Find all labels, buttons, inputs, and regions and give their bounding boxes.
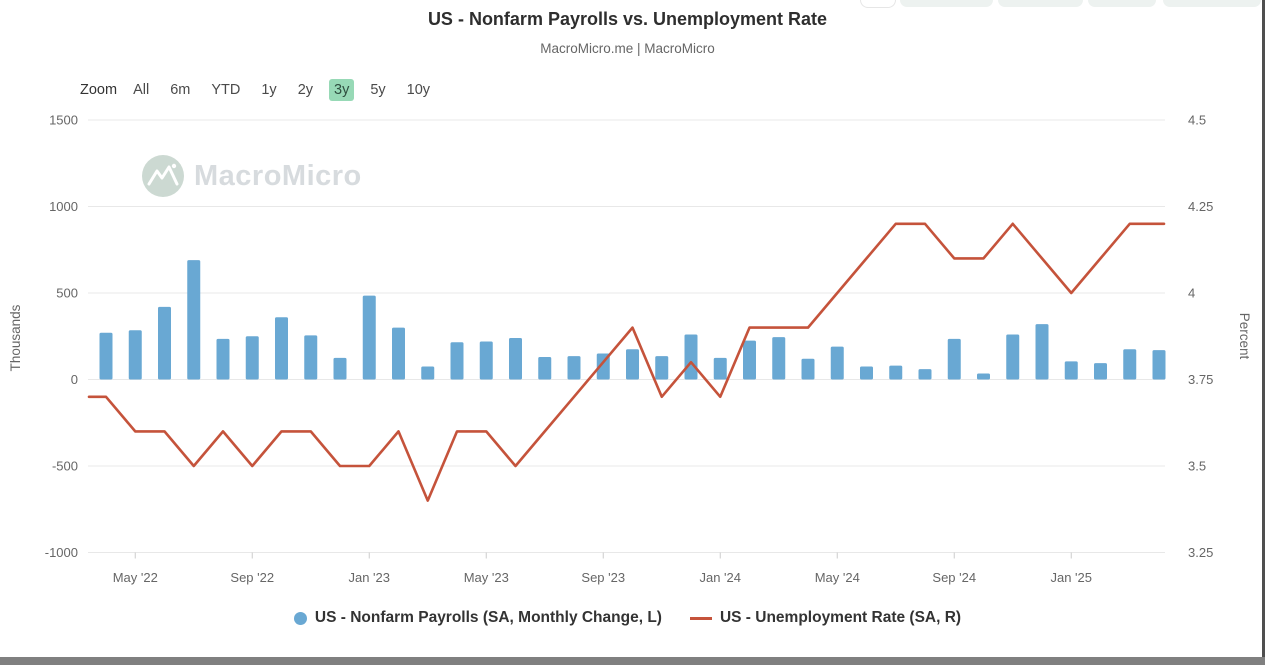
- left-axis-tick-label: 0: [71, 372, 78, 387]
- payrolls-bar[interactable]: [1152, 350, 1166, 380]
- x-axis-label: May '24: [815, 570, 860, 585]
- macromicro-logo-icon: [142, 155, 184, 197]
- payrolls-bar[interactable]: [99, 332, 113, 380]
- payrolls-bar[interactable]: [918, 369, 932, 380]
- right-axis-tick-label: 3.5: [1188, 459, 1206, 474]
- x-axis-label: Sep '23: [581, 570, 625, 585]
- payrolls-bar[interactable]: [626, 349, 639, 380]
- payrolls-bar[interactable]: [275, 317, 288, 380]
- left-axis-title: Thousands: [8, 304, 23, 371]
- payrolls-bar[interactable]: [421, 366, 435, 380]
- left-axis-tick-label: -500: [52, 459, 78, 474]
- range-button-6m[interactable]: 6m: [170, 82, 191, 98]
- payrolls-bar[interactable]: [304, 335, 318, 380]
- payrolls-bar[interactable]: [889, 365, 903, 380]
- payrolls-bar[interactable]: [743, 340, 756, 380]
- watermark: MacroMicro: [141, 154, 362, 198]
- payrolls-bar[interactable]: [772, 337, 786, 380]
- chart-legend: US - Nonfarm Payrolls (SA, Monthly Chang…: [0, 609, 1255, 627]
- payrolls-bar[interactable]: [567, 356, 581, 380]
- payrolls-bar[interactable]: [1035, 324, 1049, 380]
- payrolls-series-marker-icon: [293, 611, 307, 625]
- chart-title: US - Nonfarm Payrolls vs. Unemployment R…: [427, 9, 828, 29]
- range-button-5y[interactable]: 5y: [370, 82, 386, 98]
- payrolls-bar[interactable]: [362, 295, 376, 380]
- range-button-3y[interactable]: 3y: [329, 79, 355, 101]
- legend-item-nonfarm-payrolls[interactable]: US - Nonfarm Payrolls (SA, Monthly Chang…: [293, 609, 662, 627]
- payrolls-bar[interactable]: [1123, 349, 1137, 380]
- payrolls-bar[interactable]: [947, 338, 961, 380]
- legend-label: US - Nonfarm Payrolls (SA, Monthly Chang…: [314, 609, 662, 626]
- range-button-10y[interactable]: 10y: [406, 82, 431, 98]
- top-edge-button-stub[interactable]: [1163, 0, 1261, 7]
- right-axis-tick-label: 3.25: [1188, 545, 1213, 560]
- left-axis-tick-label: 1500: [49, 113, 78, 128]
- right-axis-tick-label: 4.25: [1188, 199, 1213, 214]
- x-axis-label: Jan '25: [1050, 570, 1092, 585]
- top-edge-button-stub[interactable]: [1088, 0, 1156, 7]
- payrolls-bar[interactable]: [187, 260, 201, 380]
- top-edge-button-stub[interactable]: [900, 0, 993, 7]
- payrolls-bar[interactable]: [655, 356, 669, 380]
- payrolls-bar[interactable]: [158, 306, 171, 380]
- left-axis-tick-label: 500: [56, 286, 78, 301]
- top-edge-button-stub[interactable]: [998, 0, 1083, 7]
- payrolls-bar[interactable]: [801, 358, 815, 380]
- payrolls-bar[interactable]: [245, 336, 259, 380]
- right-axis-tick-label: 4: [1188, 286, 1195, 301]
- right-axis-tick-label: 3.75: [1188, 372, 1213, 387]
- payrolls-bar[interactable]: [216, 338, 230, 380]
- chart-subtitle: MacroMicro.me | MacroMicro: [540, 41, 715, 56]
- payrolls-bar[interactable]: [860, 366, 873, 380]
- x-axis-label: Sep '24: [932, 570, 976, 585]
- payrolls-bar[interactable]: [1094, 363, 1107, 380]
- right-axis-title: Percent: [1237, 313, 1252, 360]
- unemployment-line[interactable]: [87, 222, 1166, 502]
- x-axis-label: Jan '24: [699, 570, 741, 585]
- payrolls-bar[interactable]: [333, 357, 347, 380]
- watermark-text: MacroMicro: [194, 159, 362, 192]
- x-axis-label: Sep '22: [230, 570, 274, 585]
- right-axis-tick-label: 4.5: [1188, 113, 1206, 128]
- window-bottom-bar: [0, 657, 1265, 665]
- payrolls-bar[interactable]: [977, 373, 990, 380]
- payrolls-bar[interactable]: [450, 342, 464, 380]
- zoom-label: Zoom: [80, 82, 118, 98]
- left-axis-tick-label: 1000: [49, 199, 78, 214]
- payrolls-bar[interactable]: [713, 357, 727, 380]
- payrolls-bar[interactable]: [684, 334, 698, 380]
- payrolls-bar[interactable]: [1064, 361, 1078, 380]
- payrolls-bar[interactable]: [538, 357, 552, 380]
- x-axis-label: Jan '23: [348, 570, 390, 585]
- payrolls-bar[interactable]: [509, 337, 522, 380]
- unemployment-series-marker-icon: [689, 616, 712, 620]
- payrolls-bar[interactable]: [830, 346, 844, 380]
- legend-item-unemployment-rate[interactable]: US - Unemployment Rate (SA, R): [689, 609, 962, 627]
- payrolls-bar[interactable]: [1006, 334, 1020, 380]
- x-axis-label: May '22: [113, 570, 158, 585]
- payrolls-bar[interactable]: [392, 327, 405, 380]
- range-button-ytd[interactable]: YTD: [211, 82, 241, 98]
- x-axis-label: May '23: [464, 570, 509, 585]
- payrolls-bar[interactable]: [128, 330, 142, 380]
- payrolls-bar[interactable]: [479, 341, 493, 380]
- range-button-2y[interactable]: 2y: [297, 82, 314, 98]
- range-button-all[interactable]: All: [133, 82, 150, 98]
- window-right-edge: [1262, 0, 1265, 665]
- legend-label: US - Unemployment Rate (SA, R): [719, 609, 962, 626]
- range-button-1y[interactable]: 1y: [261, 82, 277, 98]
- range-selector: Zoom All 6m YTD 1y 2y 3y 5y 10y: [80, 79, 435, 101]
- left-axis-tick-label: -1000: [45, 545, 78, 560]
